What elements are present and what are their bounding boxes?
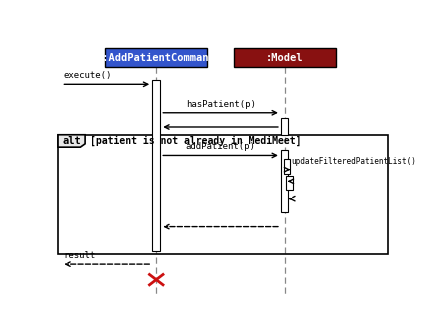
Text: alt: alt <box>62 136 81 146</box>
Text: a:AddPatientCommand: a:AddPatientCommand <box>97 53 215 63</box>
Bar <box>105 48 207 68</box>
Bar <box>286 176 293 191</box>
Text: updateFilteredPatientList(): updateFilteredPatientList() <box>291 157 416 166</box>
Text: addPatient(p): addPatient(p) <box>186 142 256 151</box>
Text: execute(): execute() <box>63 71 111 80</box>
Bar <box>281 118 288 135</box>
Text: result: result <box>63 251 95 260</box>
Bar <box>152 80 160 251</box>
Text: hasPatient(p): hasPatient(p) <box>186 99 256 109</box>
Bar <box>281 150 288 212</box>
Polygon shape <box>58 135 85 147</box>
Text: [patient is not already in MediMeet]: [patient is not already in MediMeet] <box>90 136 302 146</box>
Bar <box>234 48 336 68</box>
Text: :Model: :Model <box>266 53 304 63</box>
Bar <box>284 159 290 174</box>
Bar <box>58 135 388 254</box>
